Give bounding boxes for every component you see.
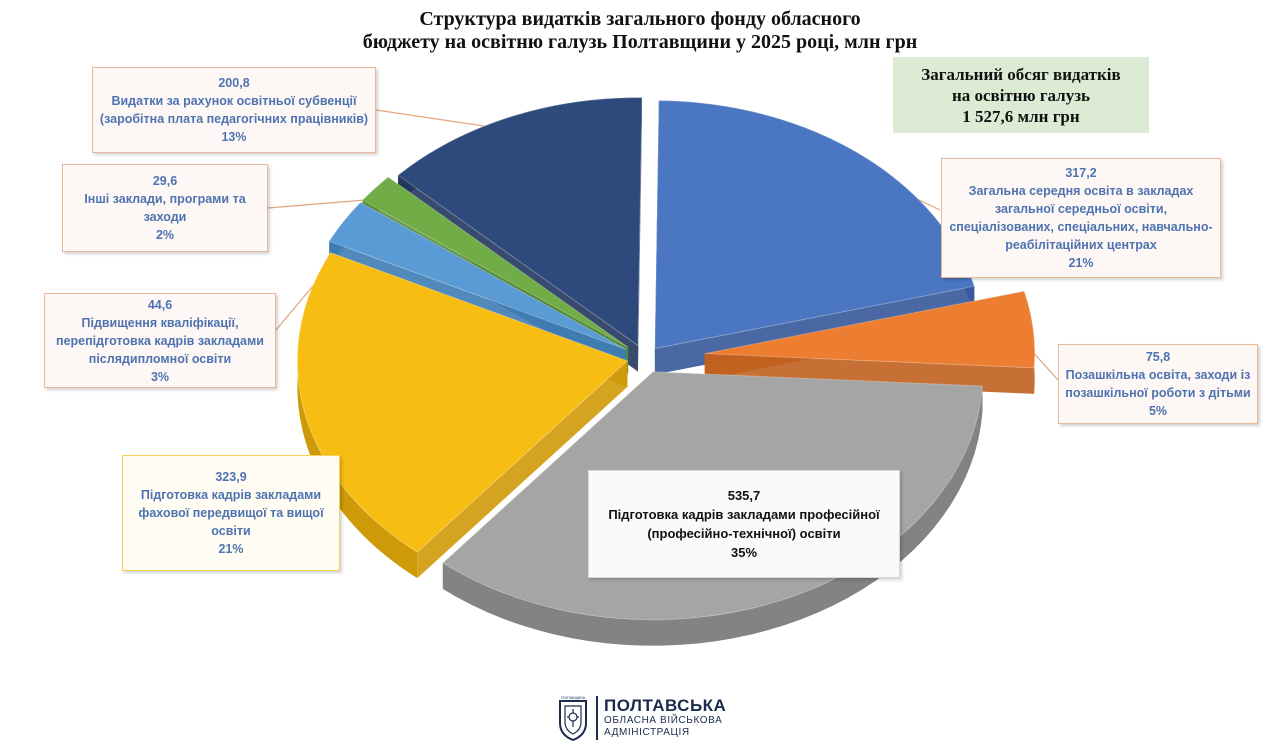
pie-slice-edge-higher-education	[417, 360, 628, 579]
slice-text-line: Позашкільна освіта, заходи із	[1065, 368, 1251, 382]
slice-label-postgraduate: 44,6 Підвищення кваліфікації, перепідгот…	[44, 293, 276, 388]
slice-label-out-of-school: 75,8 Позашкільна освіта, заходи із позаш…	[1058, 344, 1258, 424]
slice-percent: 5%	[1148, 404, 1168, 418]
chart-title-line2: бюджету на освітню галузь Полтавщини у 2…	[362, 31, 918, 53]
slice-text-line: Підвищення кваліфікації,	[81, 315, 239, 330]
slice-text-line: Підготовка кадрів закладами	[140, 488, 322, 502]
pie-slice-subvention	[397, 97, 643, 347]
logo-text: ПОЛТАВСЬКА ОБЛАСНА ВІЙСЬКОВА АДМІНІСТРАЦ…	[604, 697, 726, 739]
pie-slice-side-vocational	[442, 386, 983, 646]
slice-text-line: Загальна середня освіта в закладах	[968, 184, 1194, 198]
slice-text-line: перепідготовка кадрів закладами	[56, 333, 264, 348]
slice-text-line: (заробітна плата педагогічних працівникі…	[99, 112, 369, 126]
slice-text-line: заходи	[143, 210, 187, 224]
pie-slice-edge-subvention	[637, 97, 642, 372]
pie-slice-side-higher-education	[297, 252, 418, 579]
pie-slice-postgraduate	[328, 201, 627, 350]
logo-line3: АДМІНІСТРАЦІЯ	[604, 727, 690, 738]
pie-slice-other	[361, 176, 629, 348]
slice-text-line: (професійно-технічної) освіти	[647, 526, 841, 541]
slice-text-line: освіти	[211, 524, 251, 538]
slice-label-general-secondary: 317,2 Загальна середня освіта в закладах…	[941, 158, 1221, 278]
total-line1: Загальний обсяг видатків	[921, 64, 1121, 84]
slice-value: 317,2	[1065, 166, 1097, 180]
pie-slice-edge-out-of-school	[704, 353, 1035, 394]
slice-percent: 13%	[221, 130, 247, 144]
total-line2: на освітню галузь	[951, 85, 1091, 105]
slice-percent: 35%	[730, 545, 758, 560]
slice-percent: 21%	[218, 542, 244, 556]
total-line3: 1 527,6 млн грн	[962, 106, 1080, 126]
logo-line1: ПОЛТАВСЬКА	[604, 696, 727, 715]
slice-text-line: Інші заклади, програми та	[84, 192, 246, 206]
slice-text-line: спеціалізованих, спеціальних, навчально-	[949, 220, 1213, 234]
slice-value: 75,8	[1145, 350, 1171, 364]
pie-slice-out-of-school	[704, 290, 1036, 369]
slice-label-other: 29,6 Інші заклади, програми та заходи 2%	[62, 164, 268, 252]
slice-text-line: Видатки за рахунок освітньої субвенції	[111, 94, 357, 108]
slice-label-higher-education: 323,9 Підготовка кадрів закладами фахово…	[122, 455, 340, 571]
slice-text-line: Підготовка кадрів закладами професійної	[608, 507, 880, 522]
slice-text-line: післядипломної освіти	[88, 351, 232, 366]
slice-text-line: загальної середньої освіти,	[994, 202, 1168, 216]
slice-percent: 2%	[155, 228, 175, 242]
chart-title-line1: Структура видатків загального фонду обла…	[419, 8, 861, 30]
slice-percent: 3%	[150, 369, 170, 384]
slice-value: 44,6	[147, 297, 173, 312]
slice-value: 535,7	[727, 488, 761, 503]
total-expenditure-box: Загальний обсяг видатків на освітню галу…	[893, 57, 1149, 133]
coat-of-arms-icon: ПОЛТАВЩИНА	[559, 696, 587, 741]
slice-label-vocational: 535,7 Підготовка кадрів закладами профес…	[588, 470, 900, 578]
slice-text-line: фахової передвищої та вищої	[138, 506, 324, 520]
slice-text-line: реабілітаційних центрах	[1005, 238, 1157, 252]
pie-slice-higher-education	[296, 252, 629, 553]
slice-value: 323,9	[215, 470, 247, 484]
slice-value: 200,8	[218, 76, 250, 90]
slice-text-line: позашкільної роботи з дітьми	[1065, 386, 1251, 400]
logo: ПОЛТАВЩИНА ПОЛТАВСЬКА ОБЛАСНА ВІЙСЬКОВА …	[556, 690, 726, 746]
logo-separator	[596, 696, 598, 740]
slice-label-subvention: 200,8 Видатки за рахунок освітньої субве…	[92, 67, 376, 153]
emblem-text: ПОЛТАВЩИНА	[561, 696, 586, 700]
slice-percent: 21%	[1068, 256, 1094, 270]
chart-title: Структура видатків загального фонду обла…	[240, 8, 1040, 54]
logo-line2: ОБЛАСНА ВІЙСЬКОВА	[604, 715, 723, 726]
slice-value: 29,6	[152, 174, 178, 188]
